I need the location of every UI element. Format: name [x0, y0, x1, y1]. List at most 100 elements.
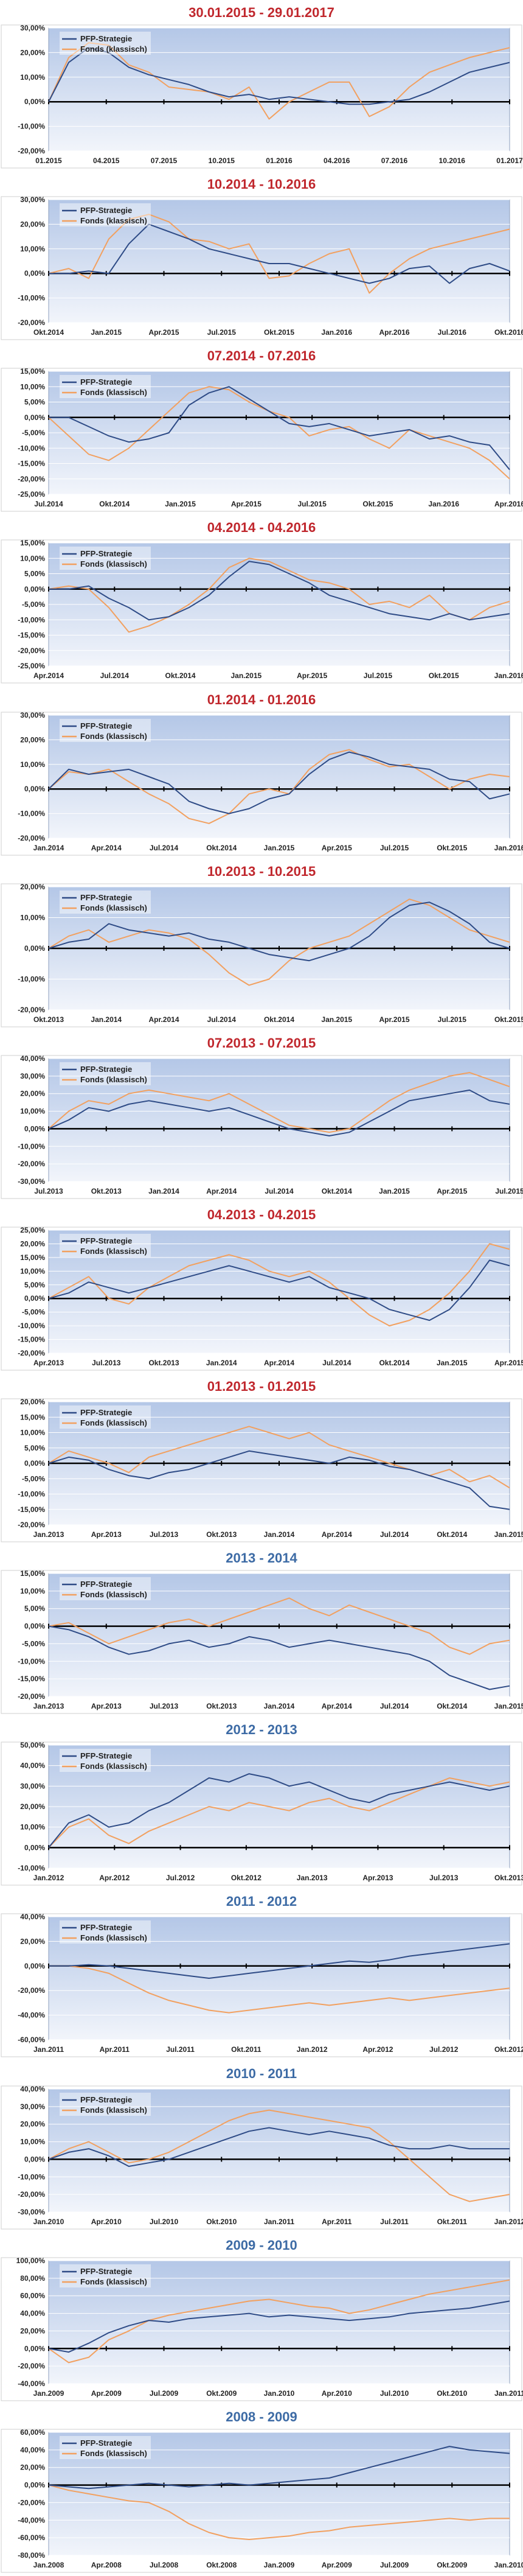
- y-tick-label: -20,00%: [18, 1987, 45, 1995]
- y-tick-label: -20,00%: [18, 2190, 45, 2199]
- x-tick-label: Jan.2009: [264, 2561, 295, 2569]
- x-tick-label: Jul.2012: [166, 1874, 195, 1882]
- line-chart: -20,00% -10,00% 0,00% 10,00% 20,00% 30,00% 01.…: [1, 24, 523, 169]
- y-tick-label: -10,00%: [18, 122, 45, 131]
- series-line-fonds-klassisch: [48, 898, 510, 986]
- legend-label: PFP-Strategie: [80, 1751, 132, 1760]
- y-tick-label: -20,00%: [18, 1349, 45, 1357]
- y-tick-label: 20,00%: [20, 735, 45, 744]
- x-tick-label: Jan.2014: [264, 1530, 295, 1539]
- line-chart: -40,00% -20,00% 0,00% 20,00% 40,00% 60,00% 80,…: [1, 2257, 523, 2401]
- plot-area: [48, 1916, 510, 2040]
- x-tick-label: 07.2015: [151, 156, 178, 165]
- y-tick-label: 20,00%: [20, 1239, 45, 1248]
- legend-box: [60, 1233, 151, 1257]
- y-tick-label: -5,00%: [22, 1474, 45, 1483]
- x-tick-label: Apr.2015: [379, 1015, 409, 1024]
- series-line-fonds-klassisch: [48, 1777, 510, 1849]
- x-tick-label: Jan.2010: [494, 2561, 523, 2569]
- y-tick-label: -80,00%: [18, 2551, 45, 2560]
- y-tick-label: 5,00%: [24, 398, 45, 407]
- legend-box: [60, 2264, 151, 2287]
- x-tick-label: Jul.2015: [438, 1015, 467, 1024]
- y-tick-label: 15,00%: [20, 539, 45, 547]
- y-tick-label: 15,00%: [20, 1570, 45, 1578]
- y-tick-label: 40,00%: [20, 2309, 45, 2317]
- chart-title: 2010 - 2011: [226, 2065, 297, 2081]
- x-tick-label: Jan.2015: [321, 1015, 352, 1024]
- line-chart: -20,00% -15,00% -10,00% -5,00% 0,00% 5,00% 10,…: [1, 1398, 523, 1542]
- x-tick-label: 04.2015: [93, 156, 120, 165]
- y-tick-label: 0,00%: [24, 1459, 45, 1468]
- series-line-pfp-strategie: [48, 1089, 510, 1136]
- line-chart: -30,00% -20,00% -10,00% 0,00% 10,00% 20,00% 30…: [1, 1055, 523, 1199]
- line-chart: -20,00% -10,00% 0,00% 10,00% 20,00% 30,00% Jan…: [1, 712, 523, 856]
- chart-panel: 2013 - 2014 -20,00% -15,00% -10,00% -5,00% 0,…: [0, 1545, 523, 1717]
- legend-box: [60, 32, 151, 55]
- x-tick-label: Apr.2013: [91, 1702, 122, 1710]
- legend-label: Fonds (klassisch): [80, 1418, 147, 1427]
- y-tick-label: 30,00%: [20, 2102, 45, 2110]
- x-tick-label: Jan.2009: [33, 2389, 64, 2398]
- x-tick-label: Okt.2009: [206, 2389, 237, 2398]
- series-line-pfp-strategie: [48, 2445, 510, 2490]
- x-tick-label: Jul.2012: [429, 2045, 459, 2054]
- x-tick-label: 10.2015: [209, 156, 235, 165]
- chart-panel: 01.2014 - 01.2016 -20,00% -10,00% 0,00% 10,0…: [0, 687, 523, 859]
- legend-label: PFP-Strategie: [80, 1923, 132, 1932]
- x-tick-label: Jan.2011: [33, 2045, 64, 2054]
- x-tick-label: Jul.2015: [380, 844, 409, 852]
- y-tick-label: 20,00%: [20, 48, 45, 57]
- legend-label: PFP-Strategie: [80, 721, 132, 730]
- legend-label: Fonds (klassisch): [80, 216, 147, 225]
- chart-panel: 2012 - 2013 -10,00% 0,00% 10,00% 20,00% 30,00…: [0, 1717, 523, 1889]
- y-tick-label: 10,00%: [20, 913, 45, 922]
- y-tick-label: 20,00%: [20, 1089, 45, 1097]
- x-tick-label: Apr.2013: [91, 1530, 122, 1539]
- chart-panel: 07.2014 - 07.2016 -25,00% -20,00% -15,00% -1…: [0, 343, 523, 515]
- y-tick-label: 30,00%: [20, 712, 45, 719]
- x-tick-label: Jan.2014: [206, 1359, 237, 1367]
- series-line-pfp-strategie: [48, 47, 510, 105]
- y-tick-label: -20,00%: [18, 147, 45, 155]
- legend-box: [60, 718, 151, 742]
- y-tick-label: -5,00%: [22, 429, 45, 437]
- x-tick-label: Jul.2015: [297, 500, 327, 508]
- x-tick-label: Okt.2008: [206, 2561, 237, 2569]
- x-tick-label: Apr.2014: [322, 1702, 352, 1710]
- legend-label: Fonds (klassisch): [80, 1933, 147, 1942]
- legend-label: Fonds (klassisch): [80, 2105, 147, 2115]
- x-tick-label: Jan.2016: [494, 671, 523, 680]
- legend-label: Fonds (klassisch): [80, 388, 147, 397]
- x-tick-label: Apr.2014: [148, 1015, 179, 1024]
- y-tick-label: 0,00%: [24, 1124, 45, 1133]
- y-tick-label: 20,00%: [20, 2119, 45, 2128]
- chart-title: 2013 - 2014: [226, 1550, 297, 1566]
- y-tick-label: -10,00%: [18, 1864, 45, 1872]
- x-tick-label: Jan.2015: [379, 1187, 410, 1195]
- x-tick-label: Jul.2013: [150, 1702, 179, 1710]
- chart-panel: 2008 - 2009 -80,00% -60,00% -40,00% -20,00% 0…: [0, 2404, 523, 2576]
- series-line-fonds-klassisch: [49, 1965, 510, 2014]
- y-tick-label: -20,00%: [18, 1521, 45, 1529]
- x-tick-label: Jan.2016: [321, 328, 352, 337]
- series-line-fonds-klassisch: [48, 558, 510, 633]
- legend-box: [60, 547, 151, 570]
- x-tick-label: Okt.2012: [231, 1874, 262, 1882]
- x-tick-label: Jan.2014: [264, 1702, 295, 1710]
- x-tick-label: Okt.2014: [165, 671, 196, 680]
- x-tick-label: 01.2016: [266, 156, 293, 165]
- x-tick-label: Jan.2015: [437, 1359, 468, 1367]
- x-tick-label: Jan.2008: [33, 2561, 64, 2569]
- x-tick-label: Apr.2014: [322, 1530, 352, 1539]
- y-tick-label: 0,00%: [24, 413, 45, 422]
- legend-label: PFP-Strategie: [80, 1408, 132, 1417]
- y-tick-label: 25,00%: [20, 1227, 45, 1234]
- series-line-fonds-klassisch: [48, 2279, 510, 2364]
- x-tick-label: Apr.2014: [206, 1187, 237, 1195]
- legend-label: PFP-Strategie: [80, 549, 132, 558]
- y-tick-label: -5,00%: [22, 600, 45, 609]
- legend-box: [60, 2435, 151, 2459]
- x-tick-label: Jul.2014: [150, 844, 179, 852]
- x-tick-label: Jul.2010: [380, 2389, 409, 2398]
